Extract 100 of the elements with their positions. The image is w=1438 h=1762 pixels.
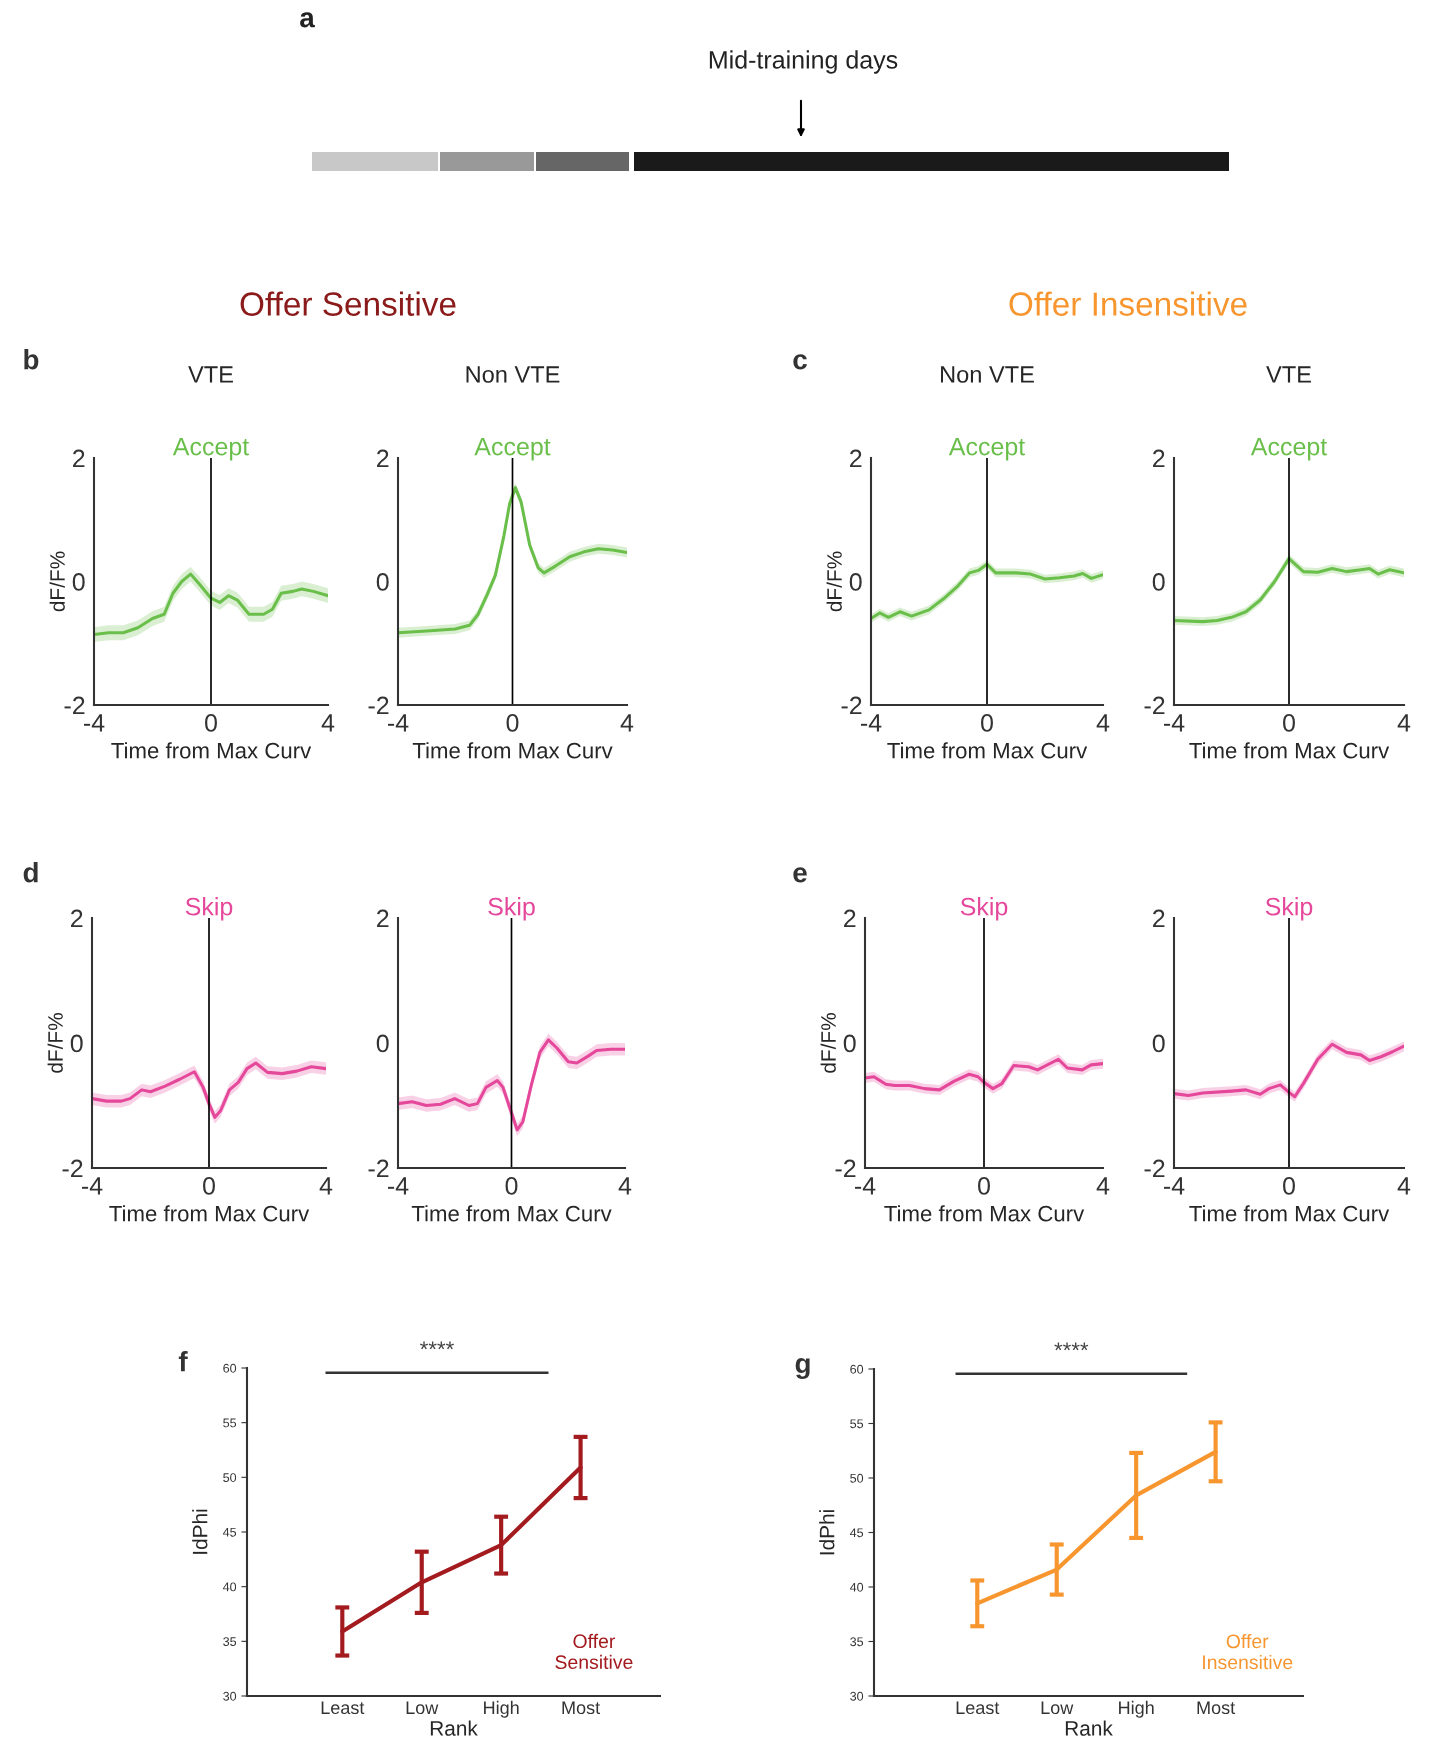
chart-subtitle: VTE [1266, 366, 1311, 383]
y-axis-title: IdPhi [192, 1509, 208, 1554]
x-tick-label: 4 [620, 714, 634, 732]
y-tick-label: -2 [1144, 696, 1165, 715]
x-tick-label: -4 [855, 1177, 876, 1195]
text: Offer Sensitive [555, 1633, 633, 1670]
y-tick-label: 0 [70, 1034, 83, 1053]
y-tick-label: 2 [377, 449, 389, 468]
y-tick-label: 0 [376, 1034, 389, 1053]
text: d [23, 862, 38, 883]
y-axis-title: dF/F% [826, 551, 842, 612]
x-tick-label: Most [1197, 1701, 1236, 1715]
line-series [94, 572, 328, 637]
y-axis-title: dF/F% [47, 1013, 63, 1073]
text: **** [420, 1341, 454, 1350]
x-axis-title: Time from Max Curv [411, 1205, 612, 1222]
text: Mid-training days [709, 50, 898, 74]
x-tick-label: Low [1041, 1701, 1074, 1715]
chart-title: Skip [185, 897, 233, 921]
chart-title: Skip [960, 897, 1008, 921]
chart-subtitle: Non VTE [941, 366, 1034, 383]
y-tick-label: 40 [849, 1582, 864, 1592]
text: c [793, 354, 807, 370]
y-tick-label: 0 [72, 573, 85, 591]
y-tick-label: 2 [1153, 449, 1165, 468]
text: Offer Insensitive [1203, 1633, 1293, 1670]
x-tick-label: 0 [505, 1176, 518, 1195]
y-tick-label: -2 [368, 1159, 389, 1178]
x-tick-label: Low [406, 1701, 439, 1715]
x-tick-label: 0 [1283, 1176, 1295, 1195]
y-tick-label: 2 [377, 909, 389, 928]
y-tick-label: 50 [850, 1473, 864, 1483]
text: f [178, 1351, 188, 1372]
y-tick-label: 0 [843, 1034, 856, 1053]
y-tick-label: 0 [1152, 573, 1165, 591]
x-tick-label: 4 [1397, 1177, 1411, 1195]
x-tick-label: 4 [1096, 714, 1110, 732]
y-tick-label: -2 [1144, 1159, 1165, 1178]
x-axis-title: Time from Max Curv [111, 742, 312, 759]
x-tick-label: Least [956, 1701, 1000, 1715]
y-tick-label: 60 [223, 1363, 237, 1373]
y-tick-label: -2 [835, 1159, 856, 1178]
x-tick-label: High [1119, 1700, 1154, 1718]
x-tick-label: 0 [205, 713, 217, 732]
y-tick-label: 40 [222, 1582, 237, 1592]
x-axis-title: Rank [430, 1720, 478, 1736]
chart-subtitle: VTE [188, 366, 233, 383]
chart-title: Accept [1250, 438, 1328, 461]
text: e [793, 867, 807, 883]
y-tick-label: 60 [850, 1364, 864, 1374]
x-axis-title: Time from Max Curv [887, 742, 1088, 759]
x-axis-title: Time from Max Curv [1189, 742, 1390, 759]
y-tick-label: 2 [1153, 909, 1165, 928]
y-tick-label: 30 [223, 1691, 237, 1701]
y-tick-label: -2 [64, 696, 85, 715]
x-axis-title: Time from Max Curv [1189, 1205, 1390, 1222]
x-tick-label: -4 [1164, 714, 1185, 732]
x-tick-label: 0 [1283, 713, 1295, 732]
y-axis-title: dF/F% [49, 551, 65, 612]
y-tick-label: 45 [222, 1527, 237, 1537]
x-tick-label: -4 [388, 714, 409, 732]
y-tick-label: 2 [850, 449, 862, 468]
chart-title: Skip [1265, 897, 1313, 921]
text: Offer Sensitive [240, 291, 456, 316]
y-tick-label: -2 [368, 696, 389, 715]
y-tick-label: 35 [850, 1637, 864, 1647]
x-tick-label: -4 [1164, 1177, 1185, 1195]
x-tick-label: -4 [84, 714, 105, 732]
y-tick-label: 0 [1152, 1034, 1165, 1053]
chart-title: Accept [948, 438, 1026, 461]
chart-subtitle: Non VTE [466, 366, 560, 383]
x-tick-label: 0 [978, 1176, 990, 1195]
x-tick-label: 0 [506, 713, 519, 732]
y-tick-label: 35 [223, 1637, 237, 1646]
y-tick-label: 50 [223, 1473, 237, 1482]
text: a [300, 12, 315, 28]
x-tick-label: -4 [82, 1177, 103, 1195]
y-tick-label: 45 [849, 1528, 864, 1538]
y-tick-label: -2 [841, 696, 862, 715]
x-axis-title: Time from Max Curv [412, 742, 613, 759]
x-tick-label: 4 [319, 1177, 333, 1195]
y-tick-label: 55 [223, 1418, 237, 1428]
y-axis-title: IdPhi [819, 1510, 835, 1555]
x-tick-label: 0 [203, 1176, 215, 1195]
text: **** [1054, 1342, 1089, 1351]
y-tick-label: 30 [850, 1691, 864, 1701]
x-axis-title: Time from Max Curv [109, 1205, 310, 1222]
x-tick-label: 0 [981, 713, 993, 732]
x-tick-label: 4 [1397, 714, 1411, 732]
y-tick-label: 2 [844, 909, 856, 928]
y-tick-label: 0 [849, 573, 862, 591]
y-axis-title: dF/F% [820, 1013, 836, 1073]
chart-title: Accept [172, 438, 250, 461]
x-tick-label: 4 [1096, 1177, 1110, 1195]
x-tick-label: -4 [861, 714, 882, 732]
x-tick-label: High [484, 1700, 519, 1718]
y-tick-label: 55 [850, 1419, 864, 1429]
chart-title: Accept [474, 438, 551, 461]
x-axis-title: Time from Max Curv [884, 1205, 1085, 1222]
x-tick-label: Least [321, 1701, 365, 1715]
